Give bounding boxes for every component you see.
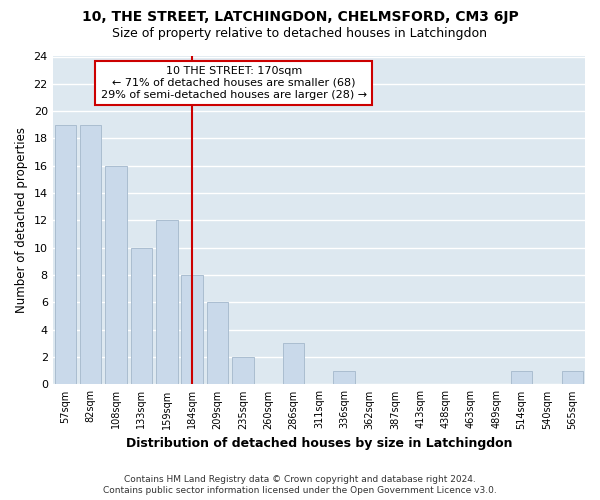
X-axis label: Distribution of detached houses by size in Latchingdon: Distribution of detached houses by size …: [125, 437, 512, 450]
Bar: [156, 220, 178, 384]
Bar: [562, 371, 583, 384]
Bar: [511, 371, 532, 384]
Bar: [80, 125, 101, 384]
Bar: [283, 344, 304, 384]
Bar: [131, 248, 152, 384]
Y-axis label: Number of detached properties: Number of detached properties: [15, 128, 28, 314]
Bar: [334, 371, 355, 384]
Bar: [206, 302, 228, 384]
Text: Contains HM Land Registry data © Crown copyright and database right 2024.: Contains HM Land Registry data © Crown c…: [124, 475, 476, 484]
Bar: [181, 275, 203, 384]
Text: Size of property relative to detached houses in Latchingdon: Size of property relative to detached ho…: [113, 28, 487, 40]
Text: Contains public sector information licensed under the Open Government Licence v3: Contains public sector information licen…: [103, 486, 497, 495]
Bar: [105, 166, 127, 384]
Bar: [232, 357, 254, 384]
Text: 10, THE STREET, LATCHINGDON, CHELMSFORD, CM3 6JP: 10, THE STREET, LATCHINGDON, CHELMSFORD,…: [82, 10, 518, 24]
Bar: [55, 125, 76, 384]
Text: 10 THE STREET: 170sqm
← 71% of detached houses are smaller (68)
29% of semi-deta: 10 THE STREET: 170sqm ← 71% of detached …: [101, 66, 367, 100]
